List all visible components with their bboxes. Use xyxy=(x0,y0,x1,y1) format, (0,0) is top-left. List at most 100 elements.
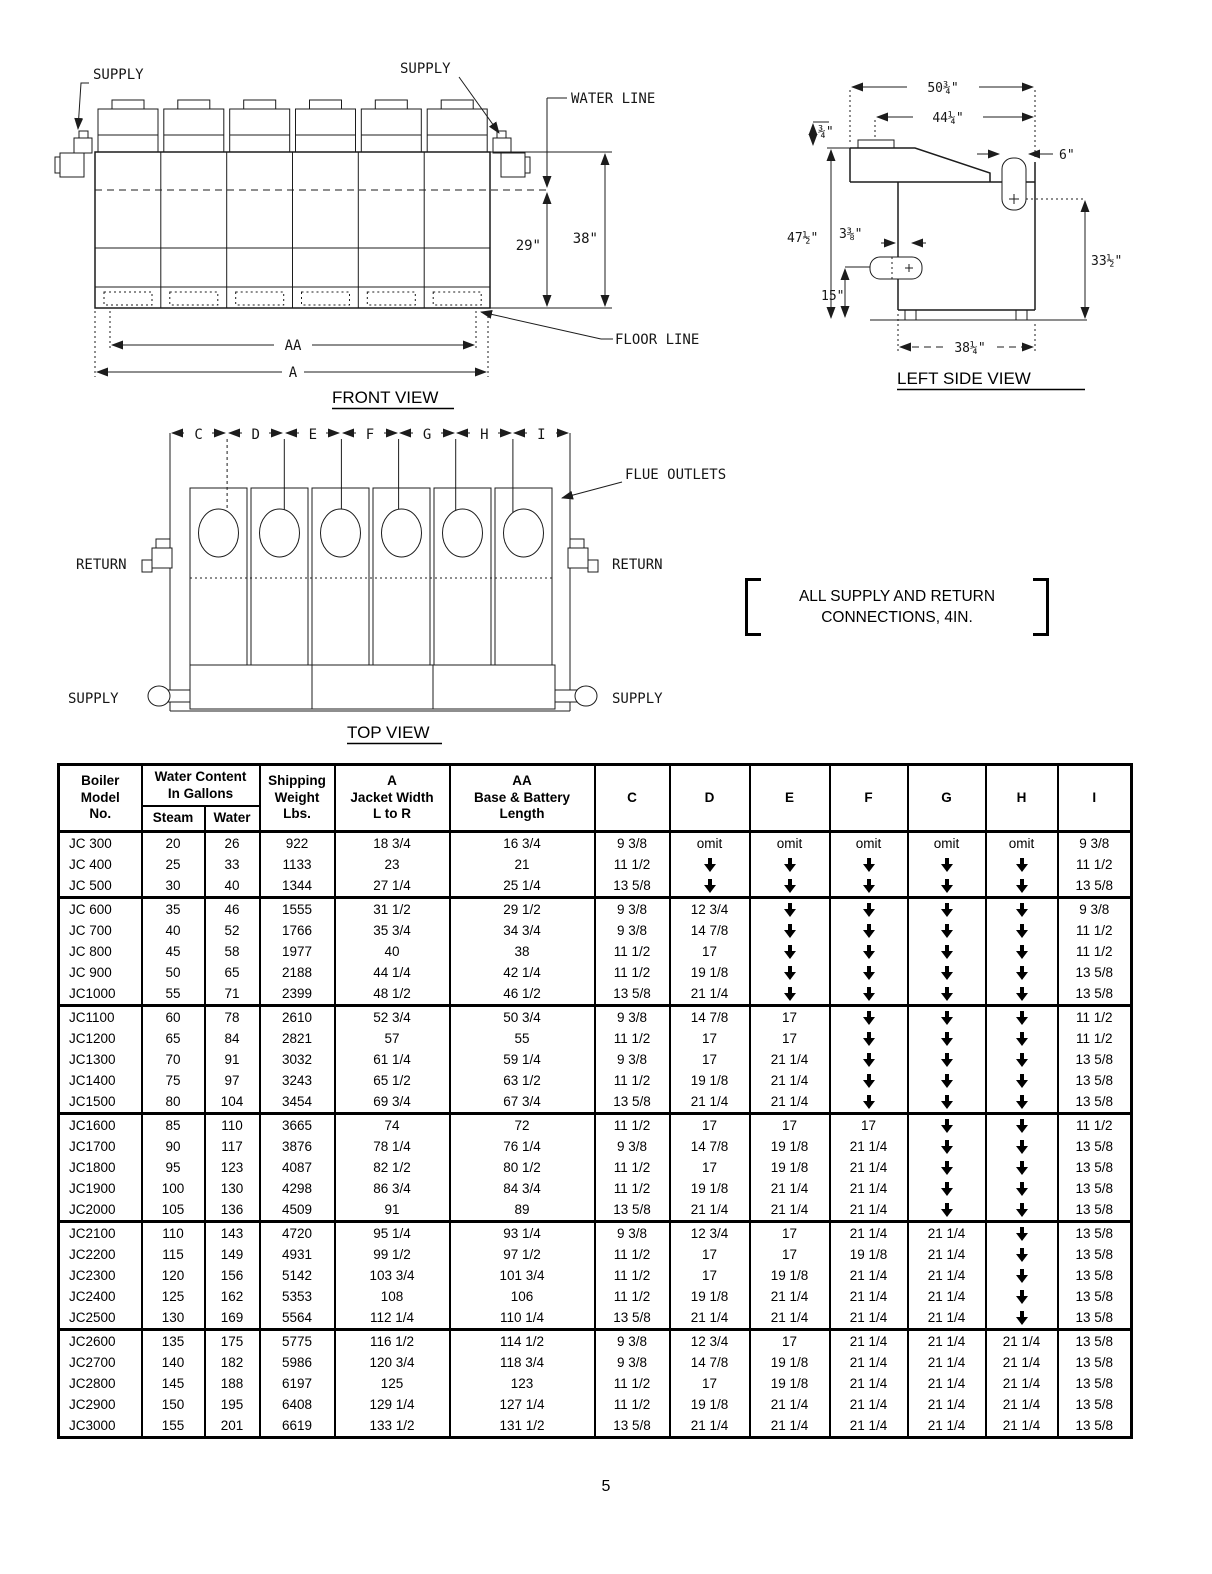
ditto-arrow-icon xyxy=(1015,1226,1028,1241)
spec-cell: 11 1/2 xyxy=(593,1243,671,1265)
spec-cell xyxy=(828,940,909,962)
spec-cell: 11 1/2 xyxy=(593,940,671,962)
model-cell: JC2300 xyxy=(57,1264,143,1286)
left-side-view-title: LEFT SIDE VIEW xyxy=(897,369,1031,388)
spec-cell: 9 3/8 xyxy=(593,919,671,941)
spec-cell: 69 3/4 xyxy=(333,1090,451,1113)
model-cell: JC1100 xyxy=(57,1005,143,1028)
top-view-title: TOP VIEW xyxy=(347,723,430,742)
spec-cell: 1344 xyxy=(258,874,336,897)
model-cell: JC 800 xyxy=(57,940,143,962)
ditto-arrow-icon xyxy=(1015,1247,1028,1262)
ditto-arrow-icon xyxy=(1015,1160,1028,1175)
spec-cell: 13 5/8 xyxy=(1056,1285,1133,1307)
spec-cell: 21 1/4 xyxy=(748,1177,831,1199)
spec-cell: 17 xyxy=(748,1221,831,1244)
header-c: C xyxy=(593,764,671,831)
spec-cell: 91 xyxy=(333,1198,451,1221)
spec-cell xyxy=(906,982,987,1005)
return-elbow-right xyxy=(567,538,599,573)
side-return-pipe xyxy=(845,256,923,280)
spec-cell: 1766 xyxy=(258,919,336,941)
ditto-arrow-icon xyxy=(940,1094,953,1109)
spec-cell xyxy=(748,874,831,897)
spec-cell: 19 1/8 xyxy=(748,1351,831,1373)
spec-cell: 27 1/4 xyxy=(333,874,451,897)
spec-cell: 99 1/2 xyxy=(333,1243,451,1265)
spec-cell: 118 3/4 xyxy=(448,1351,596,1373)
model-cell: JC1200 xyxy=(57,1027,143,1049)
spec-cell xyxy=(906,1156,987,1178)
spec-cell: 90 xyxy=(140,1135,206,1157)
spec-cell: 84 xyxy=(203,1027,261,1049)
spec-cell: 115 xyxy=(140,1243,206,1265)
spec-cell: 11 1/2 xyxy=(1056,940,1133,962)
dim-29-label: 29" xyxy=(516,238,541,254)
spec-cell: 21 1/4 xyxy=(828,1306,909,1329)
spec-cell: 21 1/4 xyxy=(828,1372,909,1394)
spec-cell xyxy=(906,1048,987,1070)
spec-cell: 4298 xyxy=(258,1177,336,1199)
table-row: JC2600 135 175 5775 116 1/2 114 1/2 9 3/8 12 3/… xyxy=(57,1329,1133,1352)
ditto-arrow-icon xyxy=(940,923,953,938)
spec-cell: 21 1/4 xyxy=(906,1351,987,1373)
model-cell: JC 400 xyxy=(57,853,143,875)
spec-cell: 35 xyxy=(140,897,206,920)
spec-cell: 108 xyxy=(333,1285,451,1307)
spec-cell: 52 3/4 xyxy=(333,1005,451,1028)
spec-cell xyxy=(984,1243,1059,1265)
spec-cell: 21 1/4 xyxy=(668,1198,751,1221)
ditto-arrow-icon xyxy=(940,1160,953,1175)
spec-cell: 922 xyxy=(258,831,336,854)
spec-cell: 21 1/4 xyxy=(748,1069,831,1091)
spec-cell: 21 1/4 xyxy=(984,1372,1059,1394)
ditto-arrow-icon xyxy=(940,878,953,893)
spec-cell xyxy=(984,1027,1059,1049)
ditto-arrow-icon xyxy=(1015,1139,1028,1154)
spec-cell: 61 1/4 xyxy=(333,1048,451,1070)
spec-cell: 133 1/2 xyxy=(333,1414,451,1437)
ditto-arrow-icon xyxy=(940,1073,953,1088)
spec-cell: 17 xyxy=(748,1243,831,1265)
spec-cell: 21 1/4 xyxy=(828,1285,909,1307)
ditto-arrow-icon xyxy=(940,902,953,917)
spec-cell xyxy=(828,1027,909,1049)
spec-cell: 14 7/8 xyxy=(668,919,751,941)
spec-cell: 11 1/2 xyxy=(593,853,671,875)
spec-cell: 13 5/8 xyxy=(593,1414,671,1437)
spec-cell: 17 xyxy=(668,1243,751,1265)
model-cell: JC2900 xyxy=(57,1393,143,1415)
spec-cell xyxy=(984,1135,1059,1157)
table-row: JC1200 65 84 2821 57 55 11 1/2 17 17 11 1/2 xyxy=(57,1027,1133,1049)
header-aa: AA Base & Battery Length xyxy=(448,764,596,831)
table-row: JC1500 80 104 3454 69 3/4 67 3/4 13 5/8 21 1/4 2… xyxy=(57,1090,1133,1113)
spec-cell: 13 5/8 xyxy=(1056,1135,1133,1157)
spec-cell: 112 1/4 xyxy=(333,1306,451,1329)
spec-cell: 3454 xyxy=(258,1090,336,1113)
spec-cell xyxy=(828,874,909,897)
spec-cell: 123 xyxy=(448,1372,596,1394)
spec-cell xyxy=(984,853,1059,875)
spec-cell: 44 1/4 xyxy=(333,961,451,983)
spec-cell: 11 1/2 xyxy=(593,1393,671,1415)
spec-cell: 26 xyxy=(203,831,261,854)
spec-cell: 50 3/4 xyxy=(448,1005,596,1028)
spec-cell: 21 1/4 xyxy=(668,1090,751,1113)
spec-cell: 21 1/4 xyxy=(984,1329,1059,1352)
spec-cell: 29 1/2 xyxy=(448,897,596,920)
spec-cell: 9 3/8 xyxy=(1056,831,1133,854)
spec-cell: 13 5/8 xyxy=(1056,1393,1133,1415)
spec-cell: 89 xyxy=(448,1198,596,1221)
spec-cell xyxy=(906,1005,987,1028)
spec-cell: omit xyxy=(828,831,909,854)
spec-cell: 85 xyxy=(140,1113,206,1136)
spec-cell: 97 1/2 xyxy=(448,1243,596,1265)
spec-cell: 93 1/4 xyxy=(448,1221,596,1244)
model-cell: JC1900 xyxy=(57,1177,143,1199)
ditto-arrow-icon xyxy=(862,965,875,980)
spec-cell xyxy=(748,853,831,875)
spec-cell: 19 1/8 xyxy=(748,1372,831,1394)
ditto-arrow-icon xyxy=(783,902,796,917)
spec-cell xyxy=(748,897,831,920)
spec-cell: 13 5/8 xyxy=(593,1306,671,1329)
